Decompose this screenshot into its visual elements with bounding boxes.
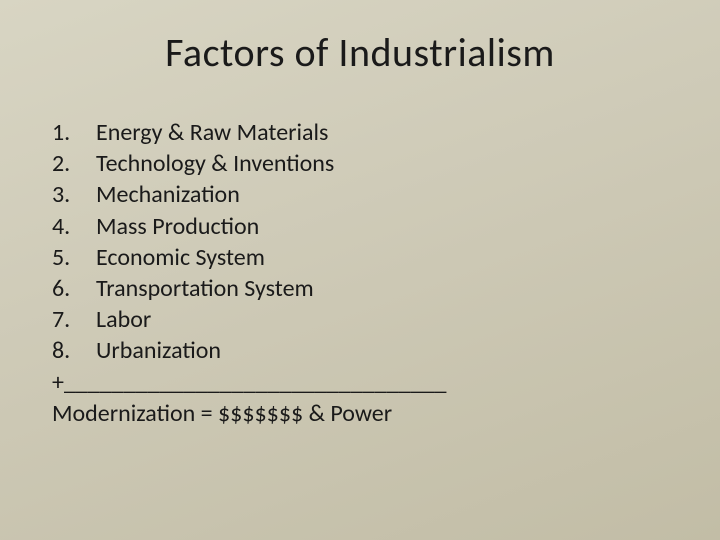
list-text: Mechanization [96, 179, 672, 210]
list-item: 2. Technology & Inventions [52, 148, 672, 179]
list-number: 7. [52, 304, 96, 335]
list-item: 7. Labor [52, 304, 672, 335]
list-item: 1. Energy & Raw Materials [52, 117, 672, 148]
list-text: Transportation System [96, 273, 672, 304]
list-item: 3. Mechanization [52, 179, 672, 210]
factors-list: 1. Energy & Raw Materials 2. Technology … [52, 117, 672, 367]
result-line: Modernization = $$$$$$$ & Power [52, 398, 672, 429]
list-number: 2. [52, 148, 96, 179]
list-number: 5. [52, 242, 96, 273]
divider-line: +________________________________ [52, 367, 672, 398]
list-text: Energy & Raw Materials [96, 117, 672, 148]
list-number: 4. [52, 211, 96, 242]
list-text: Technology & Inventions [96, 148, 672, 179]
list-item: 5. Economic System [52, 242, 672, 273]
list-item: 4. Mass Production [52, 211, 672, 242]
list-number: 3. [52, 179, 96, 210]
list-text: Labor [96, 304, 672, 335]
slide: Factors of Industrialism 1. Energy & Raw… [0, 0, 720, 540]
slide-title: Factors of Industrialism [48, 28, 672, 77]
list-number: 6. [52, 273, 96, 304]
list-text: Mass Production [96, 211, 672, 242]
list-text: Economic System [96, 242, 672, 273]
list-number: 8. [52, 335, 96, 366]
list-item: 6. Transportation System [52, 273, 672, 304]
slide-content: 1. Energy & Raw Materials 2. Technology … [48, 117, 672, 429]
list-number: 1. [52, 117, 96, 148]
list-text: Urbanization [96, 335, 672, 366]
list-item: 8. Urbanization [52, 335, 672, 366]
